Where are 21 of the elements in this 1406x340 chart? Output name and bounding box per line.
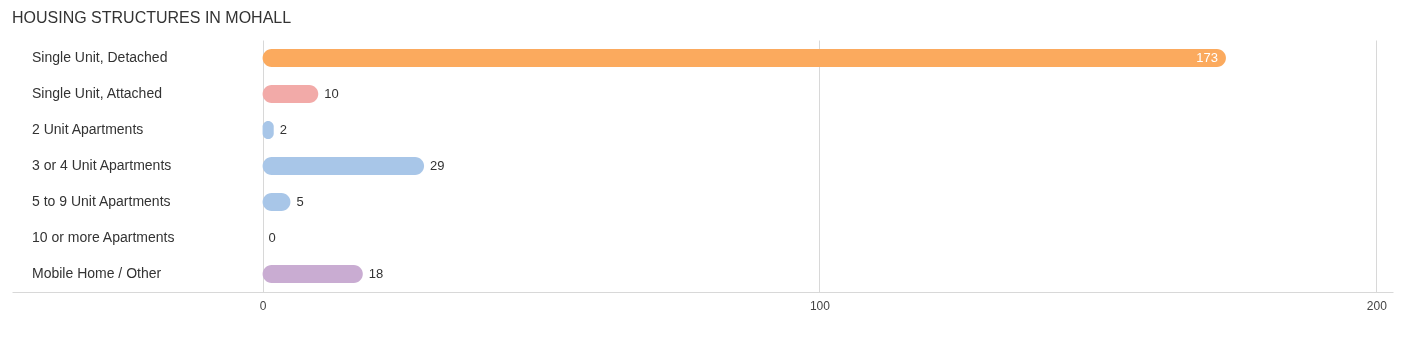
y-tick-label: Single Unit, Attached — [32, 85, 162, 101]
y-tick-label: 3 or 4 Unit Apartments — [32, 157, 172, 173]
y-tick-label: Mobile Home / Other — [32, 265, 162, 281]
data-label: 5 — [296, 194, 304, 209]
data-label: 0 — [268, 230, 276, 245]
data-label: 29 — [430, 158, 445, 173]
data-label: 10 — [324, 86, 339, 101]
x-tick-label: 200 — [1366, 298, 1388, 313]
y-tick-label: 10 or more Apartments — [32, 229, 175, 245]
x-tick-label: 0 — [259, 298, 267, 313]
data-label: 2 — [279, 122, 287, 137]
data-label: 18 — [368, 266, 384, 281]
chart-title: HOUSING STRUCTURES IN MOHALL — [12, 9, 292, 26]
bar — [262, 49, 1226, 67]
y-tick-label: Single Unit, Detached — [32, 49, 168, 65]
bar — [262, 157, 425, 175]
bar — [262, 265, 363, 283]
y-tick-label: 2 Unit Apartments — [32, 121, 144, 137]
data-label: 173 — [1196, 50, 1218, 65]
x-tick-label: 100 — [809, 298, 831, 313]
y-tick-label: 5 to 9 Unit Apartments — [32, 193, 171, 209]
